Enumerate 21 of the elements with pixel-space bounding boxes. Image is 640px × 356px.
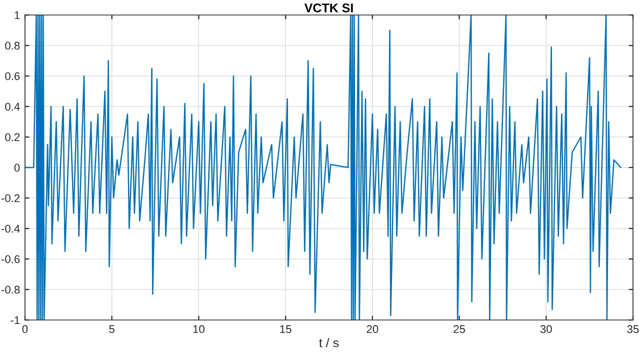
- y-tick-label: 0.6: [5, 72, 20, 80]
- y-tick-label: 0.2: [5, 133, 20, 142]
- y-tick-label: -1: [10, 316, 20, 324]
- y-tick-label: 0.8: [5, 42, 20, 50]
- x-tick-label: 10: [193, 325, 204, 334]
- x-tick-label: 30: [540, 325, 552, 334]
- y-tick-label: -0.4: [1, 224, 20, 233]
- x-tick-label: 5: [109, 325, 114, 334]
- y-tick-label: 0.4: [5, 102, 20, 111]
- y-tick-label: 0: [14, 164, 20, 172]
- x-tick-label: 0: [22, 325, 28, 334]
- x-tick-label: 20: [366, 325, 378, 334]
- y-tick-label: -0.8: [1, 286, 20, 294]
- x-tick-label: 15: [280, 325, 292, 334]
- y-tick-label: -0.2: [1, 194, 20, 202]
- x-axis-title: t / s: [319, 338, 339, 348]
- y-tick-label: -0.6: [1, 255, 20, 264]
- x-tick-label: 25: [454, 325, 465, 334]
- chart-title: VCTK SI: [304, 3, 353, 12]
- x-tick-label: 35: [627, 325, 639, 334]
- y-tick-label: 1: [14, 11, 20, 20]
